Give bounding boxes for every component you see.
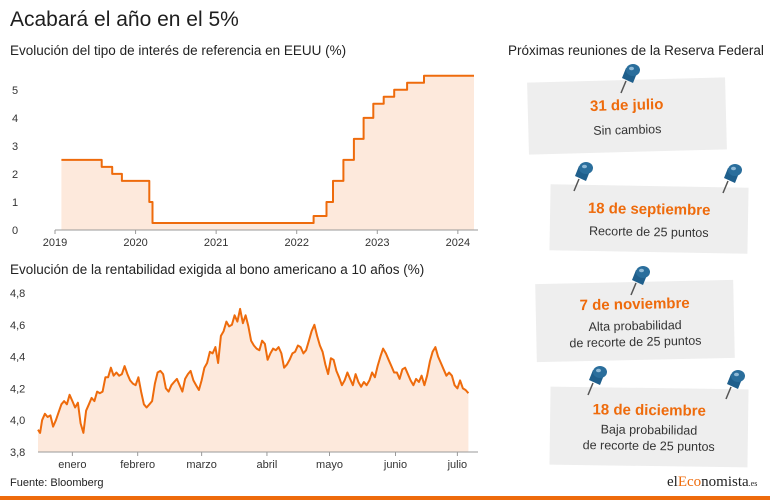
meeting-date: 18 de diciembre [592, 401, 707, 420]
y-tick-label: 4,8 [10, 288, 25, 300]
bond-chart-title: Evolución de la rentabilidad exigida al … [10, 262, 425, 277]
x-tick-label: febrero [120, 459, 155, 471]
y-tick-label: 4,4 [10, 352, 25, 364]
meeting-outcome-line-2: de recorte de 25 puntos [569, 333, 702, 351]
bottom-accent-bar [0, 496, 770, 500]
logo-prefix: el [667, 474, 678, 490]
pushpin-icon [630, 266, 650, 296]
rate-chart-title: Evolución del tipo de interés de referen… [10, 43, 347, 58]
x-tick-label: abril [257, 459, 278, 471]
x-tick-label: junio [383, 459, 407, 471]
pushpin-icon [722, 164, 742, 194]
x-tick-label: 2021 [204, 237, 228, 249]
x-tick-label: marzo [186, 459, 217, 471]
y-tick-label: 4 [12, 113, 18, 125]
y-tick-label: 5 [12, 85, 18, 97]
y-tick-label: 0 [12, 225, 18, 237]
y-tick-label: 4,2 [10, 383, 25, 395]
publisher-logo: elEconomista.es [667, 474, 757, 491]
y-tick-label: 3,8 [10, 447, 25, 459]
series-area [38, 308, 469, 452]
x-tick-label: mayo [316, 459, 343, 471]
pushpin-icon [573, 162, 593, 192]
pushpin-icon [620, 64, 640, 94]
x-tick-label: 2020 [123, 237, 147, 249]
charts-canvas: 0 1 2 3 4 5 2019 2020 2021 2022 2023 2024 3,8 4,0 4,2… [10, 74, 478, 471]
x-tick-label: 2019 [43, 237, 67, 249]
meeting-date: 18 de septiembre [587, 199, 711, 220]
meeting-note-2: 18 de septiembre Recorte de 25 puntos [549, 184, 749, 254]
x-tick-label: 2022 [284, 237, 308, 249]
meeting-outcome-line-2: de recorte de 25 puntos [582, 438, 715, 454]
series-area [61, 75, 475, 230]
pushpin-icon [587, 366, 607, 396]
pushpin-icon [725, 370, 745, 400]
x-tick-label: 2024 [446, 237, 470, 249]
main-title: Acabará el año en el 5% [10, 8, 239, 31]
logo-accent: Eco [677, 474, 702, 490]
series-line [37, 307, 470, 434]
x-tick-label: enero [58, 459, 86, 471]
y-tick-label: 2 [12, 169, 18, 181]
source-note: Fuente: Bloomberg [10, 477, 104, 489]
bond-chart: 3,8 4,0 4,2 4,4 4,6 4,8 enero febrero marzo abril… [10, 288, 478, 471]
rate-chart: 0 1 2 3 4 5 2019 2020 2021 2022 2023 2024 [12, 74, 478, 249]
y-tick-label: 1 [12, 197, 18, 209]
y-tick-label: 4,6 [10, 320, 25, 332]
logo-main: nomista [701, 474, 749, 490]
meetings-panel-title: Próximas reuniones de la Reserva Federal [508, 43, 764, 58]
meeting-outcome: Sin cambios [593, 122, 662, 138]
y-tick-label: 3 [12, 141, 18, 153]
series-line [61, 74, 474, 224]
meeting-date: 31 de julio [589, 96, 664, 115]
meeting-outcome: Recorte de 25 puntos [588, 223, 709, 241]
logo-suffix: .es [748, 479, 758, 488]
y-tick-label: 4,0 [10, 415, 25, 427]
meeting-note-4: 18 de diciembre Baja probabilidad de rec… [549, 386, 749, 468]
x-tick-label: 2023 [365, 237, 389, 249]
x-tick-label: julio [447, 459, 468, 471]
